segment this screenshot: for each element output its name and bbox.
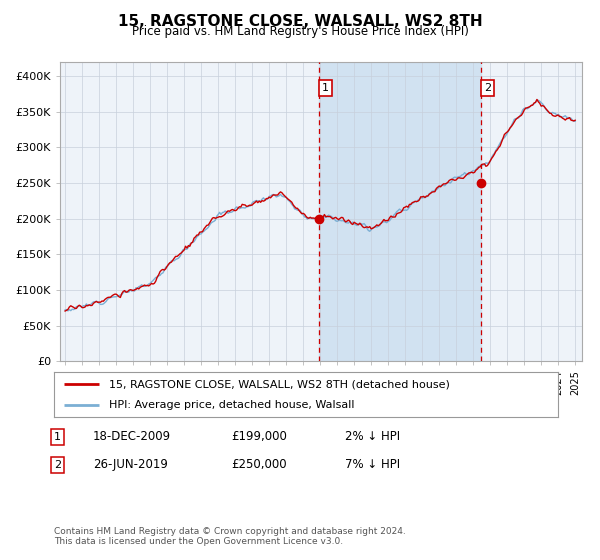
Bar: [319, 62, 481, 361]
Text: 18-DEC-2009: 18-DEC-2009: [93, 430, 171, 444]
Text: £199,000: £199,000: [231, 430, 287, 444]
Text: 1: 1: [322, 83, 329, 93]
Text: HPI: Average price, detached house, Walsall: HPI: Average price, detached house, Wals…: [109, 400, 355, 410]
Text: 7% ↓ HPI: 7% ↓ HPI: [345, 458, 400, 472]
Text: 2: 2: [54, 460, 61, 470]
Text: £250,000: £250,000: [231, 458, 287, 472]
Text: 2% ↓ HPI: 2% ↓ HPI: [345, 430, 400, 444]
Text: 1: 1: [54, 432, 61, 442]
Text: 26-JUN-2019: 26-JUN-2019: [93, 458, 168, 472]
Text: Price paid vs. HM Land Registry's House Price Index (HPI): Price paid vs. HM Land Registry's House …: [131, 25, 469, 38]
Text: 15, RAGSTONE CLOSE, WALSALL, WS2 8TH: 15, RAGSTONE CLOSE, WALSALL, WS2 8TH: [118, 14, 482, 29]
Text: Contains HM Land Registry data © Crown copyright and database right 2024.
This d: Contains HM Land Registry data © Crown c…: [54, 526, 406, 546]
Text: 2: 2: [484, 83, 491, 93]
Text: 15, RAGSTONE CLOSE, WALSALL, WS2 8TH (detached house): 15, RAGSTONE CLOSE, WALSALL, WS2 8TH (de…: [109, 380, 451, 390]
